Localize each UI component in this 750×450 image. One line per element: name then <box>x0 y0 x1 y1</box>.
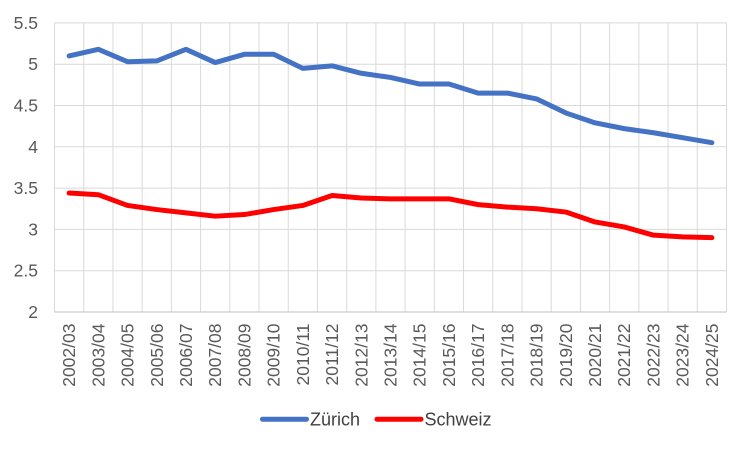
y-tick-label: 3 <box>28 219 38 239</box>
x-tick-label: 2004/05 <box>118 324 138 387</box>
series-line-schweiz <box>66 190 715 241</box>
legend-label-schweiz: Schweiz <box>424 410 491 430</box>
x-tick-label: 2007/08 <box>205 324 225 387</box>
x-tick-label: 2015/16 <box>439 324 459 387</box>
x-tick-label: 2010/11 <box>293 324 313 386</box>
x-tick-label: 2009/10 <box>264 323 284 387</box>
x-tick-label: 2012/13 <box>351 324 371 387</box>
legend-label-zrich: Zürich <box>310 410 360 430</box>
x-tick-label: 2024/25 <box>702 324 722 387</box>
series-line-zrich <box>66 46 715 146</box>
legend-item-zrich: Zürich <box>259 410 360 430</box>
x-tick-label: 2008/09 <box>234 324 254 387</box>
y-tick-label: 5.5 <box>14 13 38 33</box>
x-tick-label: 2011/12 <box>322 324 342 386</box>
y-tick-label: 5 <box>28 54 38 74</box>
y-tick-label: 4 <box>28 137 38 157</box>
x-tick-label: 2020/21 <box>585 324 605 387</box>
x-tick-label: 2013/14 <box>380 323 400 387</box>
x-tick-label: 2022/23 <box>643 324 663 387</box>
x-tick-label: 2005/06 <box>147 324 167 387</box>
legend-item-schweiz: Schweiz <box>374 410 492 430</box>
y-tick-label: 4.5 <box>14 96 38 116</box>
x-tick-label: 2014/15 <box>410 324 430 387</box>
y-tick-label: 2.5 <box>14 261 38 281</box>
x-tick-label: 2002/03 <box>59 324 79 387</box>
x-tick-label: 2019/20 <box>556 323 576 387</box>
x-tick-label: 2018/19 <box>527 324 547 387</box>
x-tick-label: 2023/24 <box>673 323 693 387</box>
x-tick-label: 2006/07 <box>176 324 196 387</box>
x-tick-label: 2017/18 <box>497 324 517 387</box>
x-tick-label: 2021/22 <box>614 324 634 387</box>
x-tick-label: 2003/04 <box>88 323 108 387</box>
y-tick-label: 2 <box>28 302 38 322</box>
x-tick-label: 2016/17 <box>468 323 488 386</box>
y-tick-label: 3.5 <box>14 178 38 198</box>
